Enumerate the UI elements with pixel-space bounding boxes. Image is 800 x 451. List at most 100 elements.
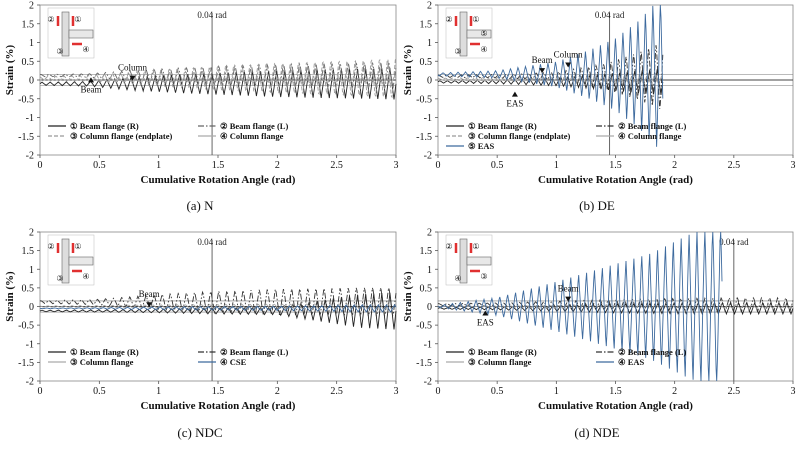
- y-tick-label: 1: [427, 265, 432, 276]
- y-tick-label: -1: [26, 339, 34, 350]
- annotation-marker: [129, 75, 136, 81]
- x-tick-label: 1: [156, 160, 161, 171]
- series-line-2: [437, 296, 794, 313]
- series-line-1: [39, 292, 397, 330]
- inset-label: ⑤: [480, 29, 487, 38]
- series-line-4: [39, 303, 397, 313]
- x-tick-label: 1.5: [212, 160, 225, 171]
- inset-beam: [466, 256, 492, 266]
- y-tick-label: -0.5: [18, 94, 34, 105]
- annotation-label: Beam: [558, 284, 579, 294]
- legend-label: ⑤ EAS: [468, 141, 495, 151]
- y-tick-label: 0: [29, 302, 34, 313]
- x-axis-label: Cumulative Rotation Angle (rad): [141, 400, 296, 412]
- inset-sketch: ② ① ③ ④ ⑤: [445, 7, 493, 59]
- y-tick-label: 0.5: [22, 57, 35, 68]
- annotation-marker: [539, 68, 546, 74]
- rad-marker-label: 0.04 rad: [197, 237, 227, 247]
- x-tick-label: 2.5: [330, 160, 343, 171]
- x-axis-label: Cumulative Rotation Angle (rad): [538, 400, 693, 412]
- inset-label: ④: [454, 274, 461, 283]
- y-axis-label: Strain (%): [4, 44, 16, 95]
- y-tick-label: 1.5: [420, 19, 433, 30]
- y-tick-label: -2: [26, 377, 34, 388]
- y-tick-label: -1.5: [18, 132, 34, 143]
- inset-beam: [68, 29, 94, 39]
- y-tick-label: -1: [26, 113, 34, 124]
- x-tick-label: 1: [554, 160, 559, 171]
- annotation-label: Column: [554, 50, 584, 60]
- series-line-3: [39, 58, 397, 99]
- chart-panel-4: 2 1.5 1 0.5 0 -0.5 -1 -1.5 -2 0 0.5 1 1.5 2 2.5 3 Cumula…: [402, 228, 796, 441]
- series-line-5: [437, 4, 664, 147]
- legend-label: ① Beam flange (R): [70, 121, 139, 131]
- y-tick-label: 1: [29, 38, 34, 49]
- x-tick-label: 0.5: [491, 160, 504, 171]
- x-tick-label: 1: [554, 386, 559, 397]
- y-tick-label: -0.5: [416, 94, 432, 105]
- annotation-label: Beam: [532, 55, 553, 65]
- x-tick-label: 3: [791, 160, 796, 171]
- inset-label: ③: [454, 47, 461, 56]
- x-axis-label: Cumulative Rotation Angle (rad): [538, 174, 693, 186]
- annotation-marker: [511, 91, 518, 97]
- x-tick-label: 2.5: [728, 386, 741, 397]
- y-tick-label: 0: [427, 302, 432, 313]
- x-tick-label: 1: [156, 386, 161, 397]
- y-tick-label: 2: [427, 1, 432, 12]
- annotation-label: EAS: [506, 99, 523, 109]
- y-tick-label: 2: [29, 1, 34, 12]
- x-tick-label: 0: [436, 386, 441, 397]
- x-axis-label: Cumulative Rotation Angle (rad): [141, 174, 296, 186]
- x-tick-label: 3: [394, 160, 399, 171]
- x-tick-label: 0.5: [93, 386, 106, 397]
- legend-label: ② Beam flange (L): [220, 121, 288, 131]
- inset-label: ④: [82, 45, 89, 54]
- y-axis-label: Strain (%): [4, 271, 16, 322]
- annotation-label: Column: [118, 63, 148, 73]
- x-tick-label: 2: [275, 160, 280, 171]
- inset-label: ②: [445, 15, 452, 24]
- y-tick-label: 0.5: [420, 57, 433, 68]
- series-line-2: [39, 287, 397, 317]
- x-tick-label: 2.5: [330, 386, 343, 397]
- chart-panel-2: 2 1.5 1 0.5 0 -0.5 -1 -1.5 -2 0 0.5 1 1.5 2 2.5 3 Cumula…: [402, 1, 796, 214]
- y-tick-label: -0.5: [18, 321, 34, 332]
- inset-label: ④: [82, 272, 89, 281]
- legend-label: ② Beam flange (L): [220, 347, 288, 357]
- y-tick-label: 1.5: [22, 19, 35, 30]
- y-tick-label: 1.5: [420, 246, 433, 257]
- rad-marker-label: 0.04 rad: [595, 10, 625, 20]
- x-tick-label: 1.5: [609, 160, 622, 171]
- legend-label: ④ EAS: [618, 357, 645, 367]
- x-tick-label: 1.5: [609, 386, 622, 397]
- x-tick-label: 0: [38, 160, 43, 171]
- annotation-label: EAS: [477, 318, 494, 328]
- legend-label: ① Beam flange (R): [468, 121, 537, 131]
- legend-label: ③ Column flange (endplate): [70, 131, 172, 141]
- legend-label: ④ Column flange: [220, 131, 284, 141]
- x-tick-label: 0.5: [491, 386, 504, 397]
- y-tick-label: -1.5: [18, 358, 34, 369]
- annotation-label: Beam: [139, 289, 160, 299]
- y-tick-label: 1: [427, 38, 432, 49]
- y-tick-label: -2: [424, 377, 432, 388]
- rad-marker-label: 0.04 rad: [719, 237, 749, 247]
- chart-panel-3: 2 1.5 1 0.5 0 -0.5 -1 -1.5 -2 0 0.5 1 1.5 2 2.5 3 Cumula…: [4, 228, 399, 441]
- x-tick-label: 0: [38, 386, 43, 397]
- inset-label: ③: [56, 274, 63, 283]
- y-tick-label: 0.5: [420, 283, 433, 294]
- x-tick-label: 2.5: [728, 160, 741, 171]
- y-tick-label: 0.5: [22, 283, 35, 294]
- x-tick-label: 2: [672, 386, 677, 397]
- series-line-4: [39, 75, 397, 85]
- y-tick-label: -1.5: [416, 358, 432, 369]
- panel-caption: (c) NDC: [177, 425, 222, 440]
- panel-caption: (a) N: [186, 198, 214, 213]
- legend-label: ② Beam flange (L): [618, 347, 686, 357]
- inset-label: ①: [74, 242, 81, 251]
- y-axis-label: Strain (%): [402, 44, 414, 95]
- y-tick-label: 1.5: [22, 246, 35, 257]
